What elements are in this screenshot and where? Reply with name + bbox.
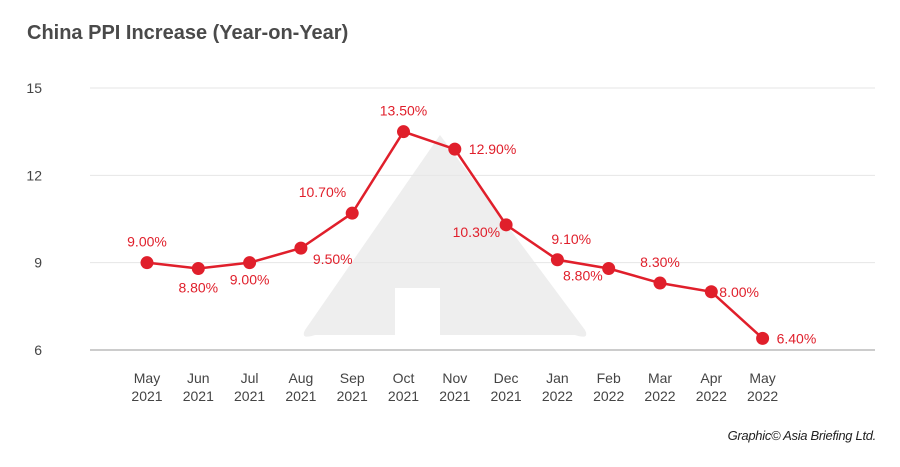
x-tick-label: 2022 (747, 388, 778, 404)
data-point (756, 331, 770, 345)
x-tick-label: Jun (187, 370, 210, 386)
x-tick-label: 2021 (337, 388, 368, 404)
data-point (294, 241, 308, 255)
data-label: 13.50% (380, 103, 427, 119)
data-point (499, 218, 513, 232)
data-point (448, 142, 462, 156)
x-tick-label: 2022 (593, 388, 624, 404)
x-tick-label: 2022 (696, 388, 727, 404)
x-tick-label: Oct (393, 370, 415, 386)
data-label: 10.70% (299, 184, 346, 200)
credit-text: Graphic© Asia Briefing Ltd. (727, 428, 877, 443)
x-tick-label: 2021 (491, 388, 522, 404)
y-tick-label: 6 (34, 342, 42, 358)
data-point (191, 261, 205, 275)
x-tick-label: 2021 (388, 388, 419, 404)
x-tick-label: Apr (700, 370, 722, 386)
data-point (243, 256, 257, 270)
x-tick-label: Nov (442, 370, 467, 386)
x-tick-label: Jan (546, 370, 569, 386)
data-label: 8.00% (719, 284, 759, 300)
x-tick-label: 2022 (542, 388, 573, 404)
data-label: 9.10% (551, 231, 591, 247)
x-tick-label: 2021 (285, 388, 316, 404)
x-tick-label: Dec (494, 370, 519, 386)
data-label: 8.80% (563, 267, 603, 283)
chart-title: China PPI Increase (Year-on-Year) (27, 22, 349, 44)
x-tick-label: 2021 (131, 388, 162, 404)
data-label: 8.80% (178, 279, 218, 295)
watermark-logo (303, 135, 587, 337)
x-tick-label: May (134, 370, 160, 386)
data-point (704, 285, 718, 299)
data-label: 8.30% (640, 254, 680, 270)
x-tick-label: Feb (597, 370, 621, 386)
y-tick-label: 9 (34, 255, 42, 271)
x-tick-label: Aug (288, 370, 313, 386)
data-label: 9.00% (127, 234, 167, 250)
data-label: 9.50% (313, 251, 353, 267)
data-label: 9.00% (230, 272, 270, 288)
y-tick-label: 12 (26, 167, 42, 183)
x-tick-label: 2022 (644, 388, 675, 404)
x-tick-label: Mar (648, 370, 672, 386)
x-tick-label: 2021 (183, 388, 214, 404)
data-point (140, 256, 154, 270)
data-label: 12.90% (469, 141, 516, 157)
x-tick-label: Sep (340, 370, 365, 386)
data-point (397, 125, 410, 139)
x-tick-label: 2021 (439, 388, 470, 404)
y-tick-label: 15 (26, 80, 42, 96)
data-label: 10.30% (453, 224, 500, 240)
data-point (602, 261, 616, 275)
data-label: 6.40% (777, 330, 817, 346)
x-tick-label: 2021 (234, 388, 265, 404)
data-point (550, 253, 564, 267)
x-tick-label: Jul (241, 370, 259, 386)
data-point (653, 276, 667, 290)
x-tick-label: May (749, 370, 775, 386)
data-point (345, 206, 359, 220)
